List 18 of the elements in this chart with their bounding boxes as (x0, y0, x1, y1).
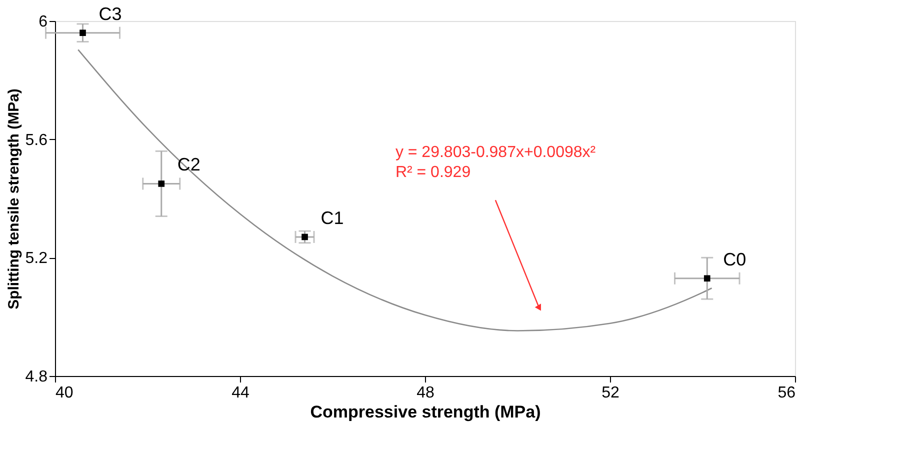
y-tick-label: 6 (38, 14, 48, 30)
data-label: C1 (320, 208, 344, 228)
data-label: C2 (177, 154, 200, 175)
x-tick-label: 56 (778, 384, 796, 402)
line-series (77, 49, 712, 332)
y-tick-label: 5.2 (25, 250, 48, 268)
x-tick-label: 52 (602, 384, 620, 402)
annotation: R² = 0.929 (395, 164, 471, 182)
y-tick-label: 4.8 (25, 368, 48, 386)
x-axis-title: Compressive strength (MPa) (310, 402, 541, 422)
y-tick-label: 5.6 (25, 132, 48, 149)
x-tick-label: 48 (416, 384, 434, 402)
x-tick-label: 44 (232, 384, 250, 402)
data-label: C3 (98, 4, 122, 24)
data-label: C0 (723, 249, 746, 270)
annotation: y = 29.803-0.987x+0.0098x² (395, 144, 596, 162)
x-tick-label: 40 (56, 384, 74, 402)
y-axis-title: Splitting tensile strength (MPa) (5, 88, 22, 310)
